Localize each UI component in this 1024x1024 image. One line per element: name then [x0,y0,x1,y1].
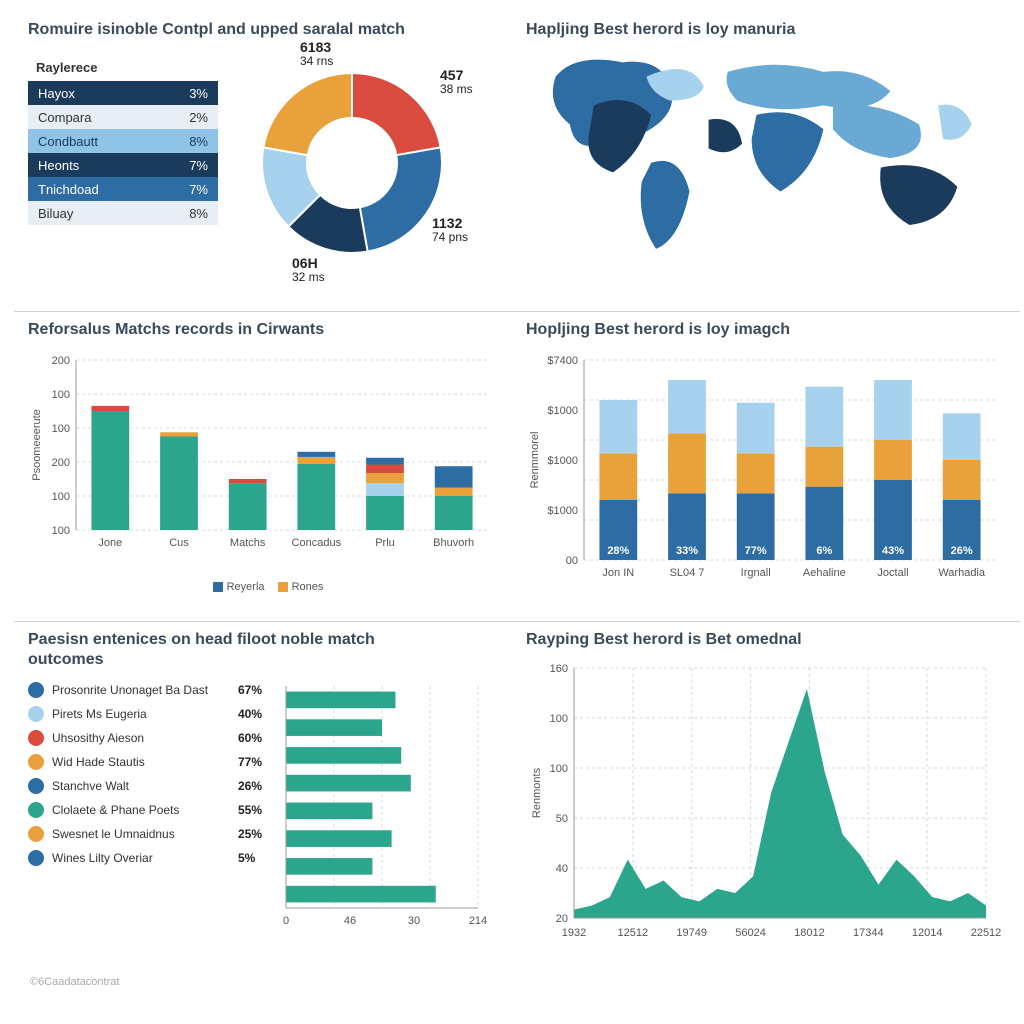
svg-text:Jon IN: Jon IN [602,567,634,579]
svg-text:20: 20 [556,913,568,925]
panel-world-map: Hapljing Best herord is loy manuria [512,12,1020,312]
svg-text:100: 100 [550,763,568,775]
svg-text:Cus: Cus [169,537,189,549]
list-item: Clolaete & Phane Poets55% [28,798,278,822]
panel-bar-records: Reforsalus Matchs records in Cirwants 10… [14,312,512,622]
hbar-chart: 0 46 30 214 [278,678,498,948]
color-dot [28,826,44,842]
svg-text:18012: 18012 [794,927,825,939]
svg-text:Concadus: Concadus [292,537,342,549]
svg-text:77%: 77% [745,545,767,557]
svg-text:$1000: $1000 [547,505,578,517]
svg-text:30: 30 [408,915,420,927]
svg-text:19749: 19749 [676,927,707,939]
table-row: Biluay8% [28,201,218,225]
svg-text:Psoomeeerute: Psoomeeerute [31,409,43,481]
svg-text:200: 200 [52,457,70,469]
list-item: Pirets Ms Eugeria40% [28,702,278,726]
svg-text:Joctall: Joctall [877,567,908,579]
color-dot [28,730,44,746]
color-dot [28,850,44,866]
svg-text:1932: 1932 [562,927,586,939]
list-item: Stanchve Walt26% [28,774,278,798]
panel4-title: Hopljing Best herord is loy imagch [526,320,1006,340]
world-map [526,48,1006,268]
svg-text:Warhadia: Warhadia [938,567,986,579]
svg-text:SL04 7: SL04 7 [670,567,705,579]
svg-text:Jone: Jone [98,537,122,549]
panel1-title: Romuire isinoble Contpl and upped sarala… [28,20,498,40]
panel5-title: Paesisn entenices on head filoot noble m… [28,630,448,670]
svg-text:0: 0 [283,915,289,927]
color-dot [28,754,44,770]
svg-text:$7400: $7400 [547,355,578,367]
svg-text:00: 00 [566,555,578,567]
svg-text:43%: 43% [882,545,904,557]
bar-chart-4: $7400 $1000 $1000 $1000 00 28% Jon IN 33% SL04 7… [526,348,1006,598]
svg-text:160: 160 [550,663,568,675]
svg-text:33%: 33% [676,545,698,557]
panel-bar-imagch: Hopljing Best herord is loy imagch $7400… [512,312,1020,622]
panel-area: Rayping Best herord is Bet omednal 160 10… [512,622,1020,992]
panel3-title: Reforsalus Matchs records in Cirwants [28,320,498,340]
svg-text:200: 200 [52,355,70,367]
svg-text:214: 214 [469,915,487,927]
list-item: Wines Lilty Overiar5% [28,846,278,870]
outcomes-list: Prosonrite Unonaget Ba Dast67% Pirets Ms… [28,678,278,951]
list-item: Uhsosithy Aieson60% [28,726,278,750]
list-item: Wid Hade Stautis77% [28,750,278,774]
footer-credit: ©6Caadatacontrat [30,976,119,988]
panel2-title: Hapljing Best herord is loy manuria [526,20,1006,40]
svg-text:50: 50 [556,813,568,825]
color-dot [28,706,44,722]
svg-text:100: 100 [52,525,70,537]
svg-text:12512: 12512 [618,927,649,939]
table-row: Compara2% [28,105,218,129]
svg-text:Aehaline: Aehaline [803,567,846,579]
svg-text:46: 46 [344,915,356,927]
svg-text:12014: 12014 [912,927,943,939]
color-dot [28,802,44,818]
svg-text:Renmonts: Renmonts [531,767,543,818]
svg-text:100: 100 [52,423,70,435]
svg-text:40: 40 [556,863,568,875]
svg-text:Irgnall: Irgnall [741,567,771,579]
svg-text:$1000: $1000 [547,455,578,467]
svg-text:26%: 26% [951,545,973,557]
svg-text:17344: 17344 [853,927,884,939]
table-header: Raylerece [28,54,218,81]
table-row: Condbautt8% [28,129,218,153]
panel-table-donut: Romuire isinoble Contpl and upped sarala… [14,12,512,312]
area-chart: 160 100 100 50 40 20 1932 12512 19749 56024 18012 1… [526,658,1006,958]
table-row: Tnichdoad7% [28,177,218,201]
bar-chart-3: 100 100 200 100 100 200 Jone Cus Matchs Concadus P… [28,348,498,578]
svg-text:28%: 28% [607,545,629,557]
panel6-title: Rayping Best herord is Bet omednal [526,630,1006,650]
list-item: Prosonrite Unonaget Ba Dast67% [28,678,278,702]
svg-text:$1000: $1000 [547,405,578,417]
panel3-legend: Reyerla Rones [28,581,498,593]
svg-text:22512: 22512 [971,927,1002,939]
svg-text:Renmmorel: Renmmorel [529,432,541,489]
svg-text:Prlu: Prlu [375,537,395,549]
table-row: Hayox3% [28,81,218,105]
table-row: Heonts7% [28,153,218,177]
color-dot [28,778,44,794]
svg-text:100: 100 [550,713,568,725]
svg-text:100: 100 [52,491,70,503]
svg-text:Bhuvorh: Bhuvorh [433,537,474,549]
svg-text:56024: 56024 [735,927,766,939]
panel1-table: Raylerece Hayox3%Compara2%Condbautt8%Heo… [28,54,218,291]
panel-outcomes: Paesisn entenices on head filoot noble m… [14,622,512,992]
svg-text:100: 100 [52,389,70,401]
donut-chart: 618334 rns45738 ms113274 pns06H32 ms [232,48,498,291]
svg-text:6%: 6% [816,545,832,557]
list-item: Swesnet le Umnaidnus25% [28,822,278,846]
svg-text:Matchs: Matchs [230,537,266,549]
color-dot [28,682,44,698]
